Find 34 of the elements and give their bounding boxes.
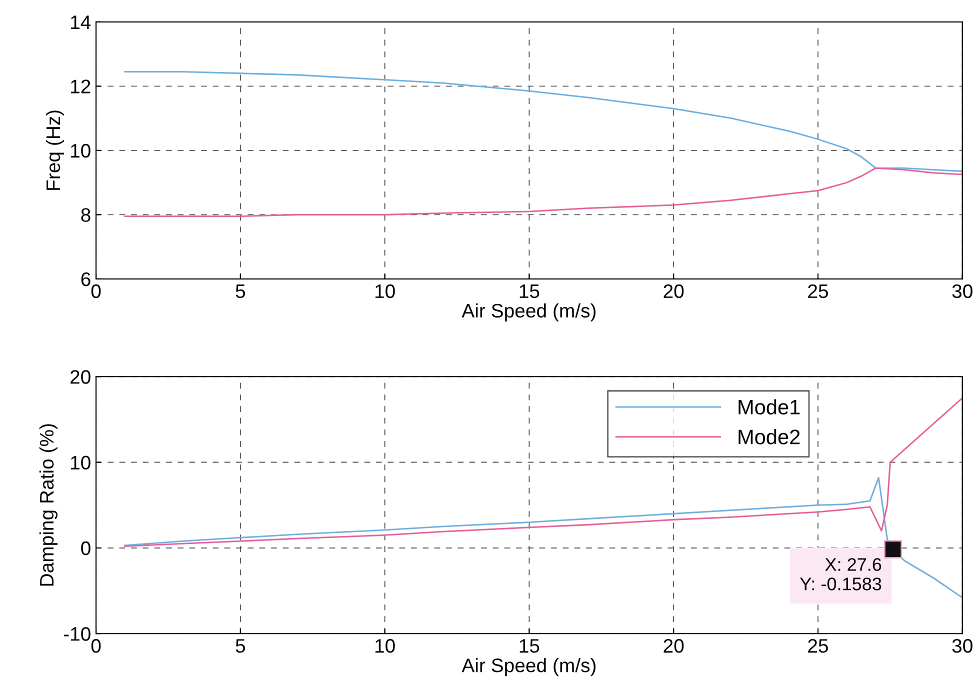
legend-label: Mode1 — [738, 399, 800, 415]
x-tick-label: 5 — [236, 284, 246, 298]
line-series — [124, 476, 962, 598]
x-tick-label: 5 — [236, 639, 246, 653]
y-axis-title: Freq (Hz) — [46, 110, 64, 190]
x-tick-label: 30 — [952, 284, 972, 298]
x-tick-label: 15 — [520, 284, 540, 298]
x-tick-label: 20 — [664, 284, 684, 298]
annotation: X: 27.6 Y: -0.1583 — [800, 558, 882, 590]
line-series — [124, 167, 962, 218]
y-tick-label: 10 — [71, 456, 90, 470]
x-tick-label: 0 — [91, 284, 101, 298]
y-tick-label: 8 — [81, 208, 90, 222]
x-axis-title: Air Speed (m/s) — [462, 658, 596, 676]
y-tick-label: -10 — [64, 627, 90, 641]
x-tick-label: 10 — [375, 284, 395, 298]
x-tick-label: 25 — [808, 284, 828, 298]
x-tick-label: 0 — [91, 639, 101, 653]
legend-label: Mode2 — [738, 429, 800, 444]
y-tick-label: 10 — [71, 144, 90, 158]
x-tick-label: 15 — [520, 639, 540, 653]
x-tick-label: 30 — [952, 639, 972, 653]
y-axis-title: Damping Ratio (%) — [39, 424, 58, 586]
y-tick-label: 6 — [81, 272, 90, 286]
y-tick-label: 14 — [71, 16, 91, 29]
y-tick-label: 0 — [81, 541, 90, 556]
line-series — [124, 397, 962, 548]
x-tick-label: 25 — [808, 639, 828, 653]
x-axis-title: Air Speed (m/s) — [462, 303, 596, 322]
x-tick-label: 10 — [375, 639, 395, 653]
y-tick-label: 12 — [71, 80, 90, 94]
line-series — [124, 70, 962, 172]
y-tick-label: 20 — [70, 370, 90, 384]
x-tick-label: 20 — [664, 639, 684, 653]
